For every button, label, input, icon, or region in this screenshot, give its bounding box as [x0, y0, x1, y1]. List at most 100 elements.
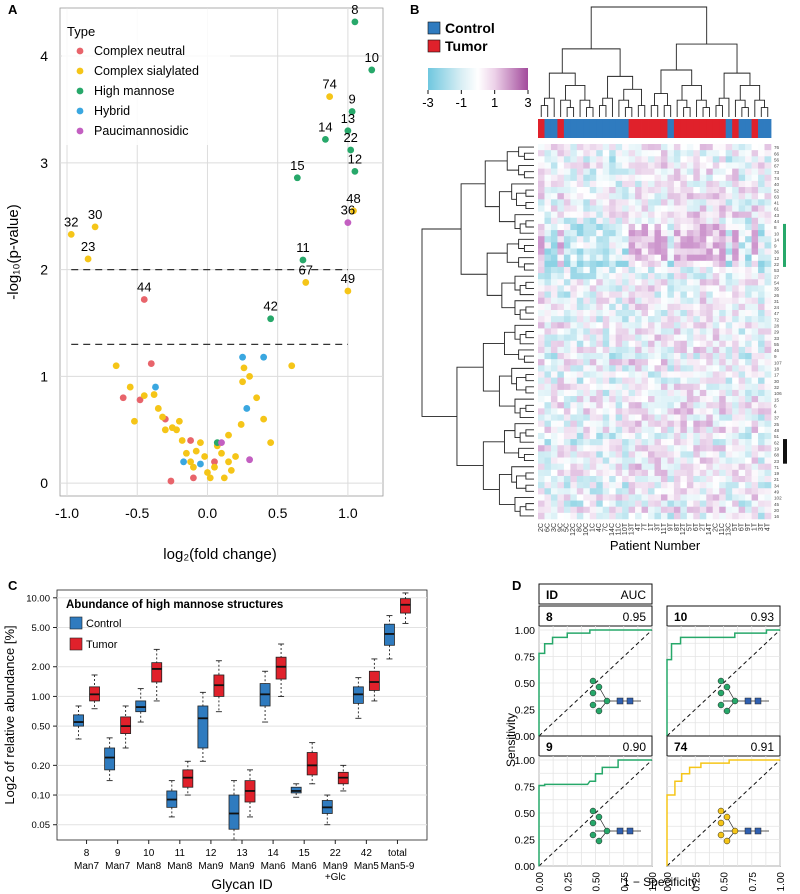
heatmap-cell [557, 482, 565, 489]
heatmap-cell [738, 322, 746, 329]
heatmap-cell [628, 512, 636, 520]
heatmap-cell [615, 383, 623, 391]
heatmap-cell [615, 211, 623, 219]
heatmap-cell [686, 482, 694, 489]
group-color-bar [538, 119, 772, 138]
heatmap-cell [570, 482, 578, 489]
heatmap-cell [738, 445, 746, 452]
boxplot-legend-control: Control [86, 618, 121, 630]
column-label: 13C [726, 523, 733, 536]
heatmap-cell [557, 266, 565, 274]
heatmap-cell [732, 205, 739, 212]
heatmap-cell [712, 414, 720, 421]
heatmap-cell [550, 156, 558, 163]
heatmap-cell [751, 254, 759, 262]
dendrogram-branch [579, 99, 591, 117]
heatmap-cell [583, 260, 591, 268]
heatmap-cell [758, 180, 765, 188]
heatmap-cell [764, 340, 772, 348]
control-sample-cell [622, 119, 630, 138]
dendrogram-branch [760, 107, 769, 117]
heatmap-cell [589, 291, 597, 298]
heatmap-cell [706, 346, 714, 354]
heatmap-cell [738, 426, 746, 434]
heatmap-cell [538, 273, 545, 280]
dendrogram-branch [637, 105, 646, 117]
heatmap-cell [589, 346, 597, 354]
dendrogram-branch [514, 497, 534, 512]
heatmap-cell [686, 371, 694, 378]
heatmap-cell [667, 150, 675, 157]
heatmap-cell [622, 211, 629, 219]
heatmap-cell [738, 193, 746, 200]
heatmap-cell [706, 187, 714, 194]
row-label: 33 [774, 336, 780, 341]
heatmap-cell [764, 162, 772, 169]
heatmap-cell [686, 254, 694, 262]
heatmap-cell [648, 389, 655, 397]
heatmap-cell [557, 236, 565, 243]
heatmap-cell [557, 168, 565, 176]
column-label: 12T [680, 522, 687, 535]
heatmap-cell [693, 260, 701, 268]
heatmap-cell [738, 512, 746, 520]
heatmap-cell [654, 402, 662, 409]
dendrogram-branch [514, 324, 534, 340]
heatmap-cell [615, 254, 623, 262]
heatmap-cell [596, 144, 604, 151]
heatmap-cell [758, 174, 765, 182]
heatmap-cell [557, 144, 565, 151]
heatmap-cell [576, 353, 584, 360]
heatmap-cell [758, 217, 765, 225]
heatmap-cell [732, 383, 739, 391]
heatmap-cell [583, 168, 591, 176]
heatmap-cell [699, 322, 707, 329]
heatmap-cell [596, 150, 604, 157]
control-sample-cell [576, 119, 584, 138]
column-label: 6T [738, 522, 745, 531]
heatmap-cell [538, 383, 545, 391]
heatmap-cell [751, 199, 759, 206]
heatmap-cell [628, 254, 636, 262]
heatmap-cell [725, 488, 733, 495]
heatmap-cell [563, 162, 571, 169]
heatmap-cell [745, 316, 752, 323]
heatmap-cell [758, 223, 765, 231]
row-label: 48 [774, 428, 780, 433]
heatmap-cell [583, 500, 591, 508]
heatmap-cell [738, 414, 746, 421]
glycan-point [220, 474, 228, 482]
heatmap-cell [758, 187, 765, 194]
heatmap-cell [660, 223, 668, 231]
heatmap-cell [570, 322, 578, 329]
heatmap-cell [583, 266, 591, 274]
glycan-point [201, 453, 209, 460]
heatmap-cell [745, 494, 752, 501]
heatmap-cell [550, 254, 558, 262]
dendrogram-branch [525, 374, 534, 382]
heatmap-cell [699, 377, 707, 385]
heatmap-cell [641, 236, 649, 243]
heatmap-cell [686, 236, 694, 243]
heatmap-cell [628, 328, 636, 335]
heatmap-cell [583, 402, 591, 409]
heatmap-cell [622, 279, 629, 286]
heatmap-cell [557, 162, 565, 169]
heatmap-cell [764, 500, 772, 508]
roc-y-tick-label: 0.25 [515, 705, 536, 717]
heatmap-cell [583, 150, 591, 157]
heatmap-cell [660, 144, 668, 151]
dendrogram-branch [525, 281, 534, 289]
heatmap-cell [641, 494, 649, 501]
heatmap-cell [667, 316, 675, 323]
heatmap-cell [557, 316, 565, 323]
heatmap-cell [686, 494, 694, 501]
heatmap-cell [745, 451, 752, 458]
heatmap-cell [563, 205, 571, 212]
heatmap-cell [589, 162, 597, 169]
panel-d-label: D [512, 578, 521, 593]
heatmap-cell [660, 457, 668, 464]
heatmap-cell [596, 432, 604, 440]
heatmap-cell [732, 260, 739, 268]
heatmap-cell [544, 217, 552, 225]
